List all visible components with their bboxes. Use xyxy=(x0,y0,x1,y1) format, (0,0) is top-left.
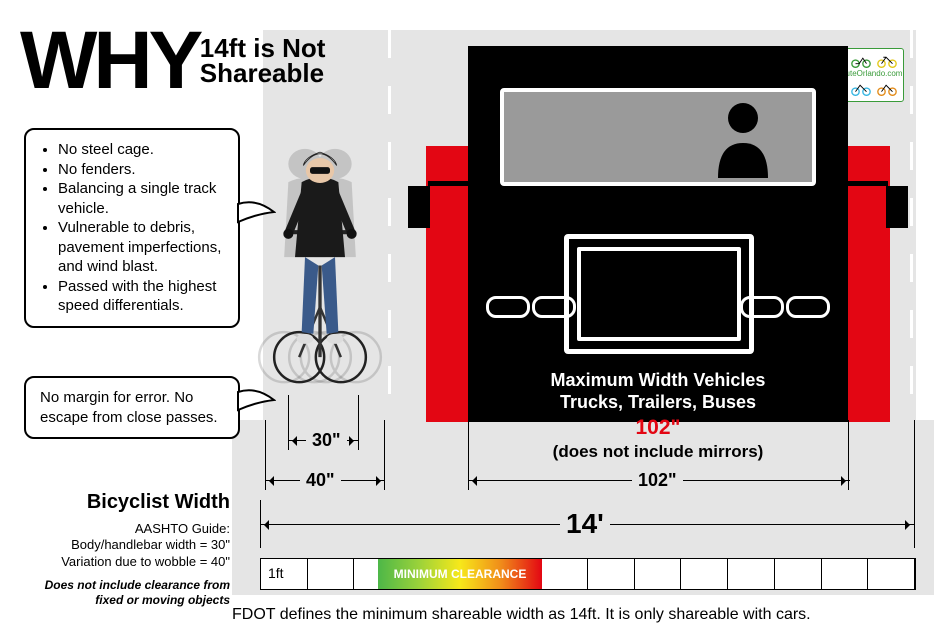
minimum-clearance-band: MINIMUM CLEARANCE xyxy=(378,559,542,589)
bike-width-note: Does not include clearance from fixed or… xyxy=(20,578,230,608)
title-block: WHY 14ft is Not Shareable xyxy=(20,30,325,92)
ruler-cell xyxy=(541,559,588,589)
lane-dash-right xyxy=(910,30,913,420)
truck-headlight-left xyxy=(486,296,530,318)
dim-label-30: 30" xyxy=(306,430,347,451)
ruler-cell xyxy=(868,559,915,589)
truck-label-1: Maximum Width Vehicles xyxy=(408,370,908,391)
minimum-clearance-label: MINIMUM CLEARANCE xyxy=(394,568,527,580)
callout-no-margin-text: No margin for error. No escape from clos… xyxy=(40,389,218,426)
bike-width-wobble: Variation due to wobble = 40" xyxy=(20,554,230,570)
bullet-item: No steel cage. xyxy=(58,140,224,160)
ruler-cell xyxy=(308,559,355,589)
truck-mirror-left xyxy=(408,186,430,228)
ruler-cell xyxy=(728,559,775,589)
vulnerability-list: No steel cage. No fenders. Balancing a s… xyxy=(40,140,224,316)
truck-mirror-right xyxy=(886,186,908,228)
callout-no-margin: No margin for error. No escape from clos… xyxy=(24,376,240,439)
ruler-unit-label: 1ft xyxy=(242,565,258,581)
dim-label-102: 102" xyxy=(632,470,683,491)
truck-label-2: Trucks, Trailers, Buses xyxy=(408,392,908,413)
infographic-canvas: WHY 14ft is Not Shareable CommuteOrlando… xyxy=(0,0,934,639)
bike-width-guide: AASHTO Guide: xyxy=(20,521,230,537)
ruler-cell xyxy=(775,559,822,589)
bike-width-body: Body/handlebar width = 30" xyxy=(20,537,230,553)
truck-grille xyxy=(564,234,754,354)
truck-width-body: 102" xyxy=(408,416,908,440)
bullet-item: Passed with the highest speed differenti… xyxy=(58,277,224,316)
title-why: WHY xyxy=(20,30,199,92)
lane-dash-1 xyxy=(388,30,391,420)
bicyclist-width-block: Bicyclist Width AASHTO Guide: Body/handl… xyxy=(20,490,230,608)
truck-driver-silhouette xyxy=(708,98,778,178)
callout-vulnerabilities: No steel cage. No fenders. Balancing a s… xyxy=(24,128,240,328)
truck-mirror-arm-left xyxy=(428,181,470,186)
ruler-14ft: MINIMUM CLEARANCE xyxy=(260,558,916,590)
cyclist-graphic xyxy=(270,138,370,393)
truck-graphic: Maximum Width Vehicles Trucks, Trailers,… xyxy=(408,46,908,422)
speech-tail-icon xyxy=(236,386,276,416)
ruler-cell xyxy=(588,559,635,589)
bike-width-heading: Bicyclist Width xyxy=(20,490,230,515)
bullet-item: Vulnerable to debris, pavement imperfect… xyxy=(58,218,224,277)
ruler-cell xyxy=(681,559,728,589)
truck-headlight-left2 xyxy=(532,296,576,318)
truck-headlight-right xyxy=(786,296,830,318)
truck-mirror-arm-right xyxy=(846,181,888,186)
ruler-cell xyxy=(822,559,869,589)
truck-mirror-note: (does not include mirrors) xyxy=(408,442,908,462)
bullet-item: No fenders. xyxy=(58,160,224,180)
dim-label-40: 40" xyxy=(300,470,341,491)
ruler-cell xyxy=(635,559,682,589)
dim-label-14ft: 14' xyxy=(560,508,610,540)
truck-headlight-right2 xyxy=(740,296,784,318)
title-line1: 14ft is Not xyxy=(200,36,326,61)
footer-text: FDOT defines the minimum shareable width… xyxy=(232,606,811,624)
speech-tail-icon xyxy=(236,198,276,228)
bullet-item: Balancing a single track vehicle. xyxy=(58,179,224,218)
title-line2: Shareable xyxy=(200,61,326,86)
